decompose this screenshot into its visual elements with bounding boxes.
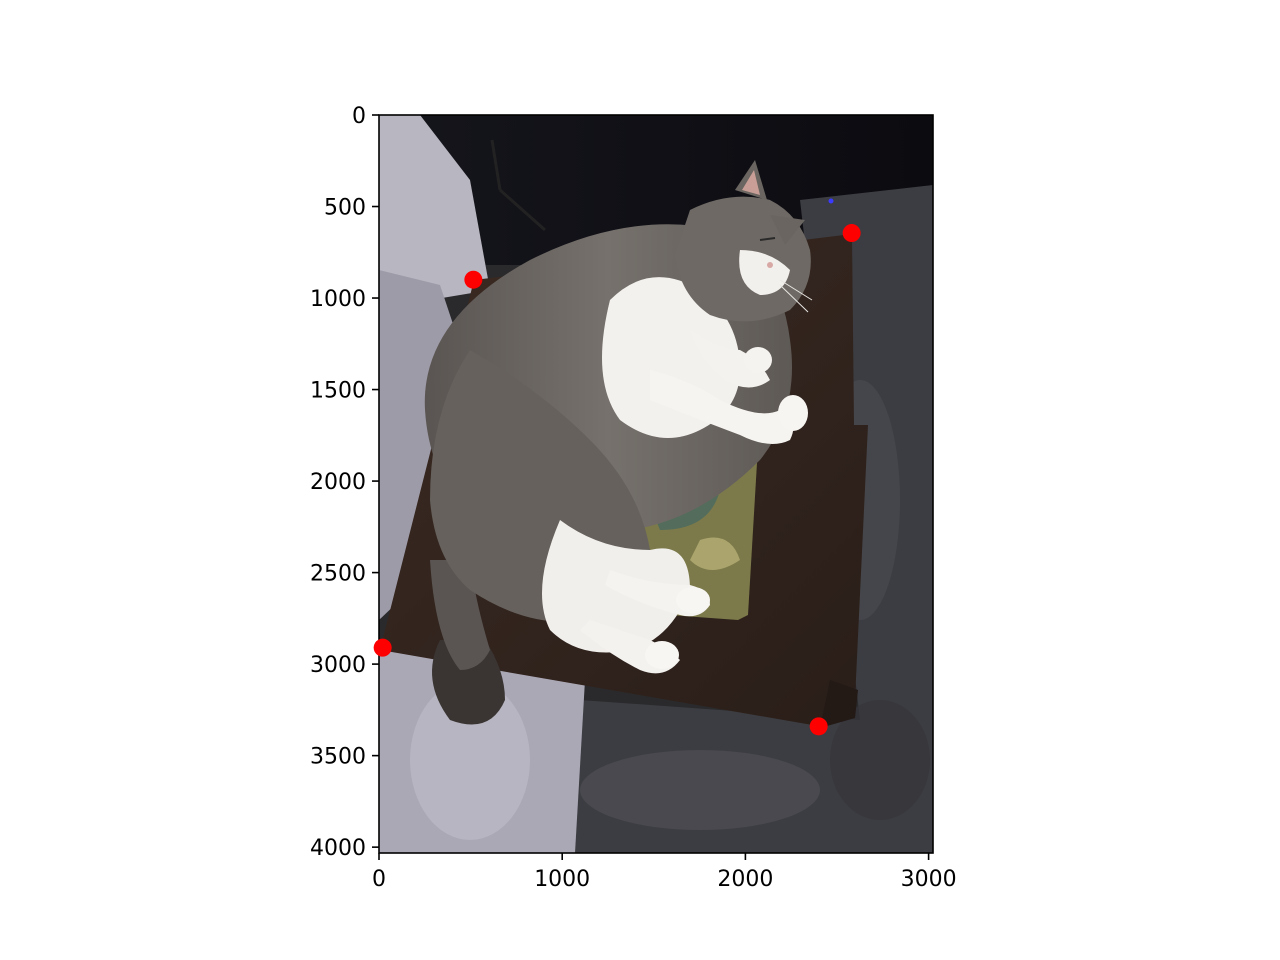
y-tick-label: 4000	[310, 836, 366, 861]
scatter-series	[373, 224, 861, 736]
plot-area-frame	[378, 114, 934, 854]
y-tick-label: 0	[352, 104, 366, 129]
x-tick-label: 0	[372, 867, 386, 892]
y-tick-label: 500	[324, 196, 366, 221]
y-tick-label: 1000	[310, 287, 366, 312]
data-point	[373, 638, 392, 657]
x-tick-label: 1000	[534, 867, 590, 892]
y-tick-label: 3500	[310, 745, 366, 770]
y-tick-label: 1500	[310, 379, 366, 404]
x-axis: 0 1000 2000 3000	[372, 853, 957, 892]
data-point	[842, 224, 861, 243]
y-tick-label: 2500	[310, 562, 366, 587]
y-axis: 0 500 1000 1500 2000 2500 3000 3500 4000	[310, 104, 379, 861]
x-tick-label: 3000	[901, 867, 957, 892]
x-tick-label: 2000	[717, 867, 773, 892]
background-photo	[379, 115, 933, 853]
data-point	[464, 270, 483, 289]
data-point	[809, 717, 828, 736]
y-tick-label: 2000	[310, 470, 366, 495]
y-tick-label: 3000	[310, 653, 366, 678]
